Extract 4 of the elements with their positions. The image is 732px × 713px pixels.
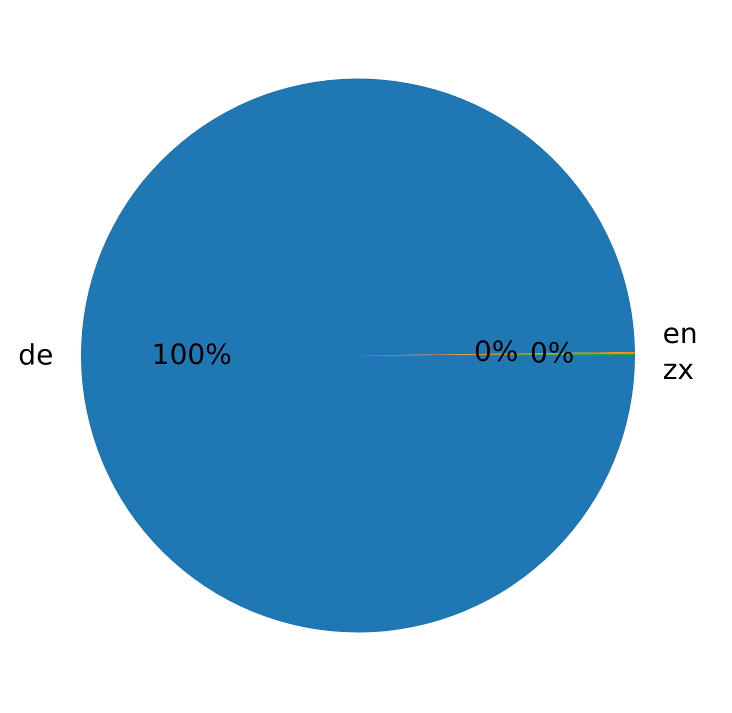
data-label: 100% bbox=[152, 338, 232, 371]
slice-label: zx bbox=[662, 352, 694, 386]
slice-label: en bbox=[662, 316, 698, 350]
slice-label: de bbox=[18, 338, 54, 372]
